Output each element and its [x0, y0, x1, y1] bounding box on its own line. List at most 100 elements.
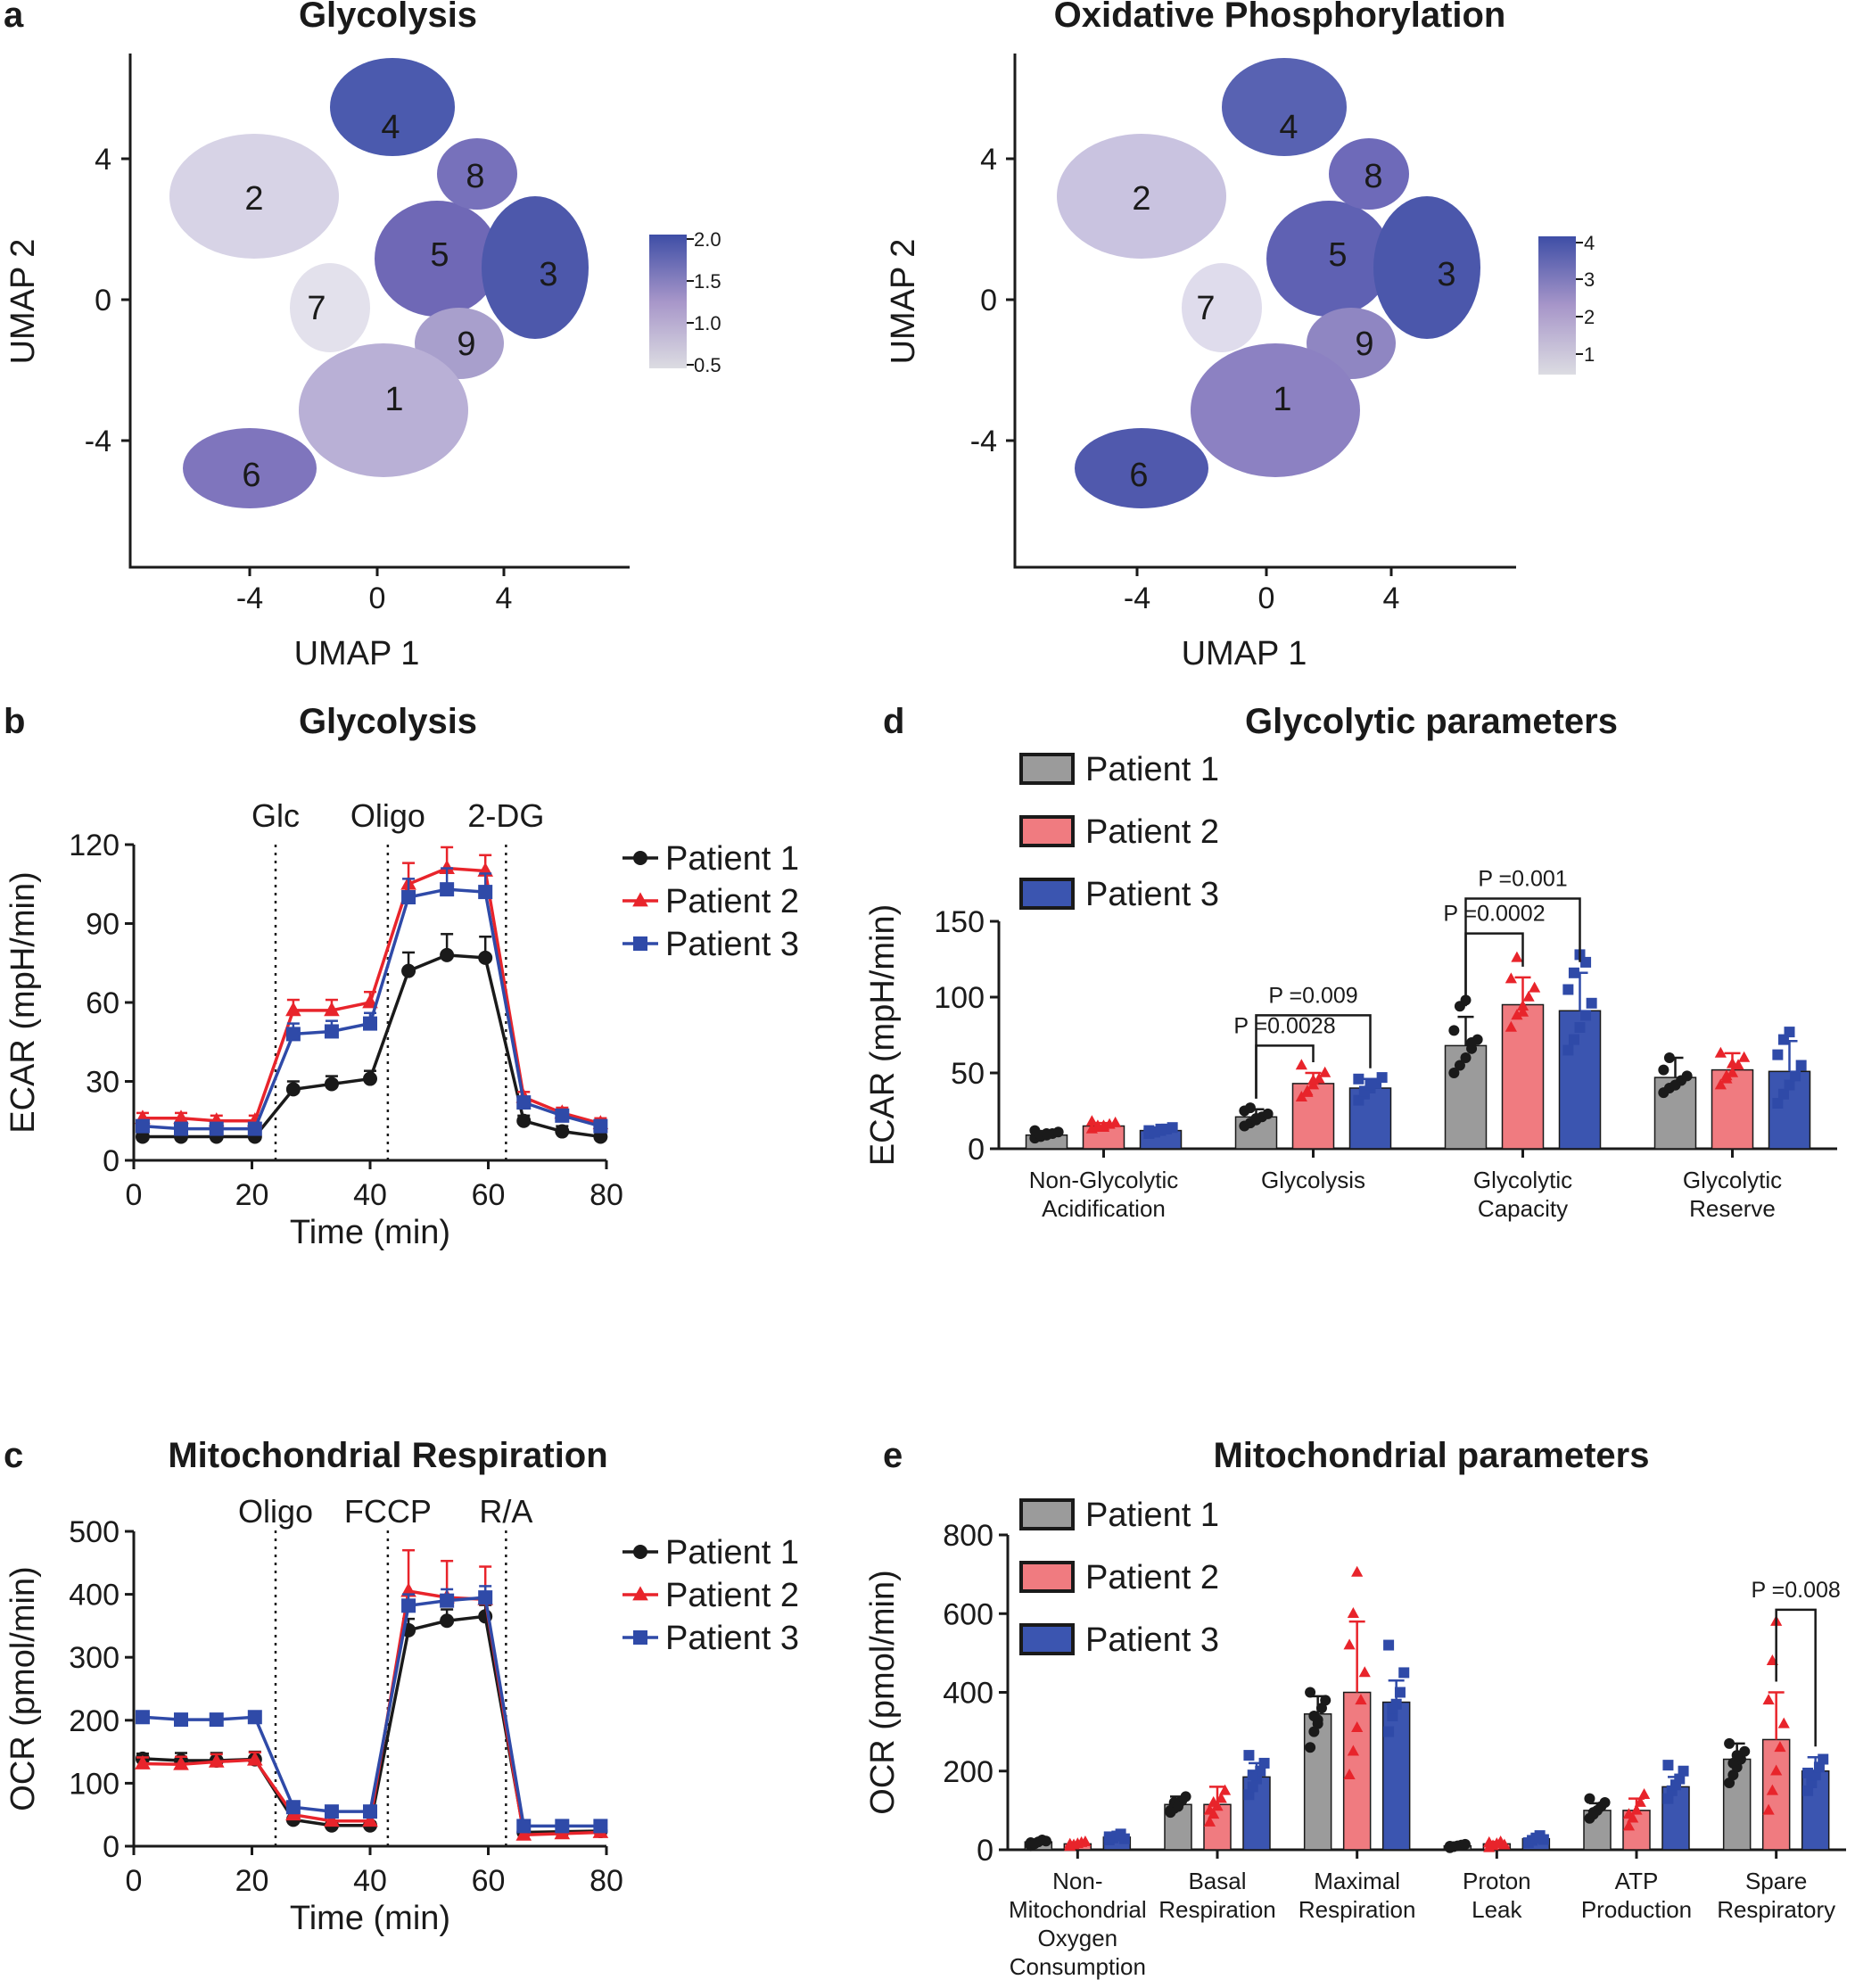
- data-point: [1777, 1717, 1790, 1728]
- data-point: [1167, 1122, 1178, 1134]
- cluster-label-1: 1: [1273, 381, 1291, 418]
- data-point: [1364, 1079, 1376, 1091]
- data-point: [1319, 1066, 1331, 1077]
- data-point: [440, 947, 455, 962]
- colorbar: 4 3 2 1: [1538, 232, 1595, 375]
- data-point: [1562, 984, 1574, 995]
- significance-bracket: [1775, 1608, 1817, 1747]
- axes: [132, 1531, 606, 1848]
- data-point: [1118, 1833, 1130, 1844]
- data-point: [173, 1109, 189, 1125]
- chart-title: Mitochondrial Respiration: [168, 1436, 607, 1475]
- chart-glycolysis-timecourse: Glycolysis 0 30 60 90 120 0 20 40 60 80 Time (min) E…: [4, 702, 799, 1251]
- data-point: [1726, 1066, 1739, 1077]
- legend-label: Patient 2: [1085, 1559, 1219, 1596]
- data-point: [1353, 1073, 1364, 1085]
- panel-letter-d: d: [883, 702, 904, 741]
- data-point: [1180, 1791, 1191, 1802]
- data-point: [1630, 1803, 1643, 1815]
- data-point: [1040, 1835, 1051, 1847]
- category-label: Respiration: [1158, 1896, 1276, 1923]
- data-point: [247, 1751, 263, 1766]
- data-point: [1247, 1769, 1258, 1781]
- colorbar-label: 3: [1584, 268, 1595, 291]
- data-point: [1802, 1767, 1814, 1778]
- event-label: FCCP: [344, 1493, 432, 1530]
- data-point: [1351, 1721, 1364, 1733]
- legend-marker: [633, 851, 647, 865]
- colorbar-label: 0.5: [694, 354, 721, 376]
- xtick-label: 0: [126, 1178, 143, 1212]
- panel-letter-e: e: [883, 1436, 903, 1475]
- data-point: [1586, 997, 1597, 1009]
- data-point: [1511, 951, 1523, 962]
- data-point: [515, 1826, 532, 1841]
- colorbar-label: 1: [1584, 343, 1595, 366]
- chart-glycolytic-parameters: Glycolytic parameters 0 50 100 150 ECAR (mpH/…: [864, 702, 1837, 1222]
- data-point: [1511, 1009, 1523, 1020]
- xtick-label: 0: [1258, 582, 1275, 615]
- category-label: Non-: [1052, 1868, 1102, 1894]
- p-value-label: P =0.001: [1478, 867, 1567, 892]
- data-point: [1568, 1034, 1579, 1045]
- data-point: [1777, 1088, 1789, 1100]
- x-axis-label: Time (min): [290, 1900, 450, 1937]
- legend-marker: [632, 1586, 648, 1601]
- colorbar-gradient: [1538, 236, 1576, 375]
- data-point: [1052, 1126, 1064, 1138]
- data-point: [1460, 1052, 1472, 1063]
- ytick-label: 30: [86, 1066, 120, 1100]
- category-label: Consumption: [1010, 1953, 1146, 1980]
- cluster-label-2: 2: [244, 180, 263, 218]
- event-label: Oligo: [238, 1493, 313, 1530]
- cluster-label-1: 1: [384, 381, 403, 418]
- cluster-label-3: 3: [1437, 256, 1455, 293]
- cluster-label-8: 8: [466, 158, 484, 195]
- chart-title: Mitochondrial parameters: [1213, 1436, 1649, 1475]
- category-label: Glycolysis: [1261, 1167, 1365, 1193]
- colorbar-label: 2: [1584, 306, 1595, 328]
- x-axis-label: Time (min): [290, 1214, 450, 1251]
- data-point: [1351, 1565, 1364, 1577]
- cluster-6-region: [183, 428, 317, 508]
- cluster-4-region: [1222, 58, 1347, 156]
- cluster-5-region: [1266, 201, 1391, 317]
- event-label: R/A: [479, 1493, 532, 1530]
- data-point: [1295, 1059, 1307, 1070]
- cluster-8-region: [437, 138, 517, 210]
- data-point: [593, 1819, 608, 1834]
- data-point: [1448, 1025, 1460, 1036]
- ytick-label: 150: [934, 905, 985, 939]
- data-point: [1173, 1801, 1183, 1812]
- p-value-label: P =0.0002: [1443, 902, 1545, 927]
- bar: [1303, 1713, 1332, 1851]
- legend-swatch: [1019, 1623, 1075, 1655]
- category-label: Oxygen: [1038, 1925, 1118, 1951]
- ytick-label: 0: [103, 1830, 120, 1864]
- data-point: [1505, 972, 1517, 984]
- legend-swatch: [1019, 815, 1075, 847]
- umap-glycolysis: Glycolysis 1 2 3 4 5 6 7 8 9: [4, 0, 721, 672]
- category-label: Mitochondrial: [1009, 1896, 1147, 1923]
- data-point: [1029, 1837, 1041, 1849]
- legend-swatch: [1019, 1498, 1075, 1530]
- data-point: [1243, 1750, 1255, 1761]
- category-label: Production: [1581, 1896, 1692, 1923]
- ytick-label: 4: [980, 143, 997, 177]
- data-point: [324, 1804, 339, 1819]
- cluster-label-2: 2: [1132, 180, 1150, 218]
- xtick-label: 0: [369, 582, 386, 615]
- legend-marker: [632, 892, 648, 907]
- data-point: [1738, 1051, 1751, 1062]
- cluster-5-region: [375, 201, 499, 317]
- ytick-label: 300: [69, 1641, 120, 1675]
- xtick-label: -4: [236, 582, 263, 615]
- data-point: [478, 1590, 493, 1605]
- data-point: [1529, 981, 1541, 993]
- cluster-label-6: 6: [1129, 457, 1148, 494]
- category-label: Glycolytic: [1683, 1167, 1782, 1193]
- umap-oxphos-title: Oxidative Phosphorylation: [1054, 0, 1506, 35]
- series-line: [142, 953, 601, 1139]
- data-point: [324, 1076, 339, 1092]
- data-point: [209, 1121, 224, 1136]
